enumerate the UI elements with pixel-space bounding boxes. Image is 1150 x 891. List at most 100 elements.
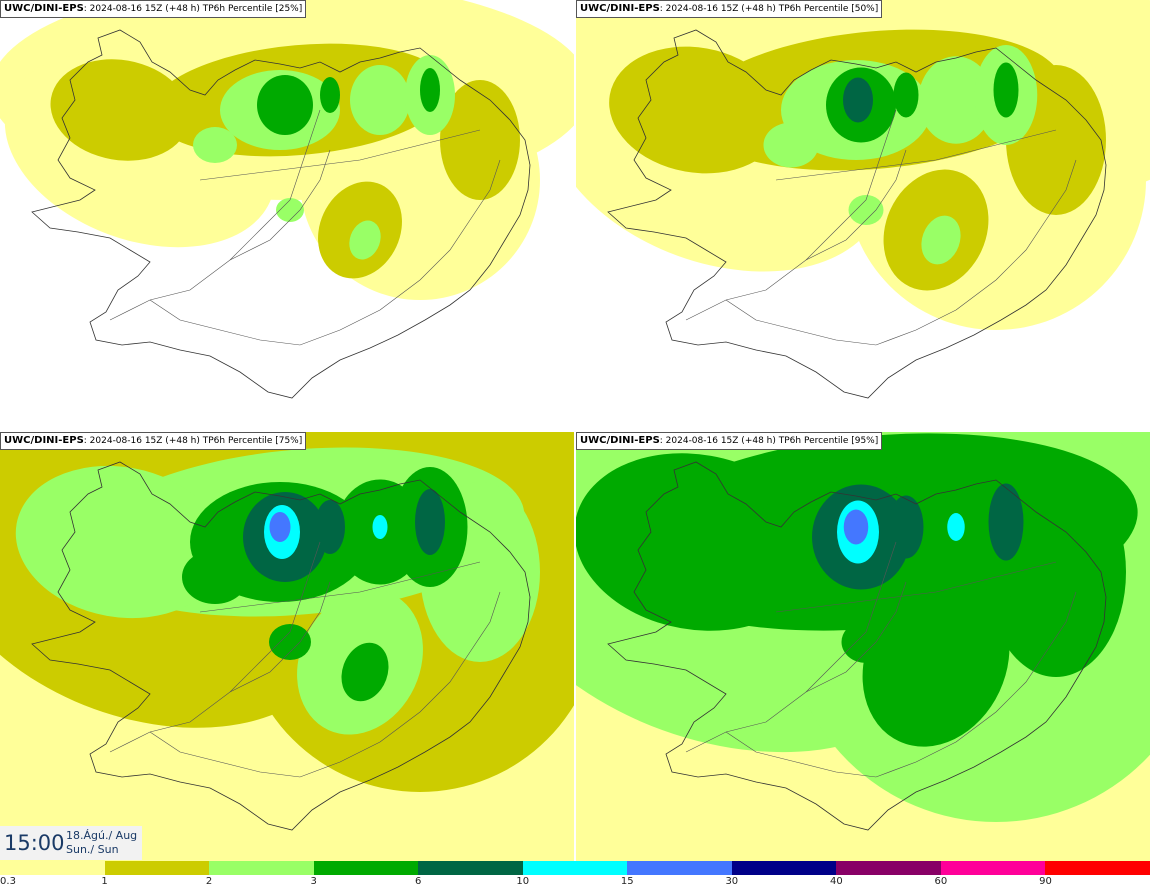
panel-title: UWC/DINI-EPS: 2024-08-16 15Z (+48 h) TP6… <box>0 432 307 450</box>
color-legend: 0.3 1 2 3 6 10 15 30 40 60 90 <box>0 861 1150 891</box>
road-line <box>775 561 1057 613</box>
map-panel-p25: UWC/DINI-EPS: 2024-08-16 15Z (+48 h) TP6… <box>0 0 574 430</box>
legend-label: 3 <box>310 876 317 887</box>
precip-area <box>609 46 783 174</box>
legend-swatch <box>0 861 105 875</box>
precip-area <box>350 65 410 135</box>
road-line <box>229 541 321 693</box>
road-line <box>955 591 1077 743</box>
road-line <box>805 541 897 693</box>
coastline <box>607 29 1107 399</box>
legend-label: 15 <box>620 876 634 887</box>
road-line <box>955 159 1077 311</box>
legend-swatch <box>627 861 732 875</box>
valid-time-date: 18.Ágú./ Aug Sun./ Sun <box>66 829 137 857</box>
coastline <box>31 29 531 399</box>
legend-label: 0.3 <box>0 876 16 887</box>
precip-area <box>913 637 969 707</box>
road-line <box>379 591 501 743</box>
road-line <box>109 149 331 321</box>
legend-label: 90 <box>1039 876 1052 887</box>
road-line <box>775 129 1057 181</box>
road-line <box>725 299 957 346</box>
precip-area <box>921 215 961 265</box>
precip-area <box>341 642 389 702</box>
precip-area <box>888 495 924 559</box>
panel-source: UWC/DINI-EPS <box>4 3 84 14</box>
precip-area <box>752 545 830 609</box>
precip-area <box>50 59 190 161</box>
road-line <box>149 299 381 346</box>
precip-map-p95 <box>576 432 1150 862</box>
precip-area <box>320 77 340 113</box>
precip-area <box>843 509 869 545</box>
precip-area <box>257 75 313 135</box>
legend-label: 10 <box>516 876 530 887</box>
legend-label: 6 <box>414 876 422 887</box>
precip-area <box>415 489 445 555</box>
precip-map-p25 <box>0 0 574 430</box>
road-line <box>685 149 907 321</box>
legend-label: 60 <box>934 876 948 887</box>
precip-area <box>763 122 819 168</box>
precip-area <box>947 513 965 541</box>
panel-source: UWC/DINI-EPS <box>580 435 660 446</box>
legend-swatch <box>836 861 941 875</box>
map-panel-p50: UWC/DINI-EPS: 2024-08-16 15Z (+48 h) TP6… <box>576 0 1150 430</box>
legend-swatch <box>209 861 314 875</box>
precip-area <box>269 624 311 660</box>
precip-area <box>918 56 994 144</box>
coastline <box>607 461 1107 831</box>
road-line <box>229 109 321 261</box>
legend-swatch <box>940 861 1046 875</box>
precip-area <box>276 198 304 222</box>
road-line <box>725 731 957 778</box>
legend-swatch <box>313 861 419 875</box>
valid-day-line: Sun./ Sun <box>66 843 119 856</box>
precip-area <box>315 500 345 554</box>
panel-title: UWC/DINI-EPS: 2024-08-16 15Z (+48 h) TP6… <box>576 0 883 18</box>
legend-swatch <box>1045 861 1150 875</box>
road-line <box>805 109 897 261</box>
precip-area <box>893 72 919 118</box>
legend-label: 1 <box>101 876 108 887</box>
panel-title: UWC/DINI-EPS: 2024-08-16 15Z (+48 h) TP6… <box>576 432 883 450</box>
precip-map-p50 <box>576 0 1150 430</box>
precip-area <box>193 127 237 163</box>
map-panel-p95: UWC/DINI-EPS: 2024-08-16 15Z (+48 h) TP6… <box>576 432 1150 862</box>
map-panel-p75: UWC/DINI-EPS: 2024-08-16 15Z (+48 h) TP6… <box>0 432 574 862</box>
road-line <box>199 129 481 181</box>
valid-date-line: 18.Ágú./ Aug <box>66 829 138 842</box>
legend-label: 40 <box>829 876 843 887</box>
legend-swatch <box>104 861 210 875</box>
valid-time-clock: 15:00 <box>4 831 65 855</box>
panel-info: : 2024-08-16 15Z (+48 h) TP6h Percentile… <box>659 4 879 14</box>
precip-map-p75 <box>0 432 574 862</box>
precip-area <box>372 515 388 539</box>
coastline <box>31 461 531 831</box>
precip-area <box>848 195 884 225</box>
legend-swatch <box>522 861 628 875</box>
panel-source: UWC/DINI-EPS <box>4 435 84 446</box>
precip-area <box>269 512 291 542</box>
legend-swatch <box>731 861 837 875</box>
road-line <box>199 561 481 613</box>
precip-area <box>843 77 873 123</box>
legend-swatch <box>418 861 523 875</box>
precip-area <box>349 220 381 260</box>
precip-area <box>841 621 891 663</box>
panel-info: : 2024-08-16 15Z (+48 h) TP6h Percentile… <box>83 4 303 14</box>
road-line <box>379 159 501 311</box>
legend-label: 30 <box>725 876 739 887</box>
panel-title: UWC/DINI-EPS: 2024-08-16 15Z (+48 h) TP6… <box>0 0 307 18</box>
panel-info: : 2024-08-16 15Z (+48 h) TP6h Percentile… <box>83 436 303 446</box>
precip-area <box>15 465 225 619</box>
precip-area <box>993 62 1019 118</box>
road-line <box>685 581 907 753</box>
panel-source: UWC/DINI-EPS <box>580 3 660 14</box>
legend-label: 2 <box>205 876 213 887</box>
valid-time-box: 15:00 18.Ágú./ Aug Sun./ Sun <box>0 826 142 860</box>
precip-area <box>988 483 1024 561</box>
precip-area <box>182 550 248 604</box>
road-line <box>109 581 331 753</box>
